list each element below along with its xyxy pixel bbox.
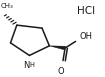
Text: H: H [30,62,34,68]
Text: O: O [57,67,64,76]
Text: CH₃: CH₃ [1,3,14,9]
Text: HCl: HCl [77,6,95,16]
Text: N: N [24,61,30,70]
Text: OH: OH [79,32,92,42]
Polygon shape [49,46,66,50]
